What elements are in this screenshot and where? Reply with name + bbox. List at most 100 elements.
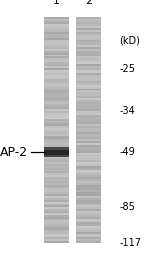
Bar [76, 149, 101, 151]
Bar [44, 107, 69, 109]
Bar [76, 170, 101, 172]
Bar [44, 87, 69, 88]
Bar [76, 22, 101, 24]
Bar [44, 233, 69, 236]
Text: AP-2: AP-2 [0, 146, 28, 159]
Bar [44, 185, 69, 187]
Bar [44, 230, 69, 232]
Bar [76, 198, 101, 200]
Bar [44, 115, 69, 117]
Bar [44, 128, 69, 130]
Text: -85: -85 [119, 202, 135, 212]
Bar [44, 36, 69, 38]
Bar [44, 130, 69, 132]
Bar [76, 217, 101, 219]
Bar [44, 158, 69, 160]
Bar [44, 37, 69, 40]
Text: 1: 1 [53, 0, 60, 6]
Bar [76, 135, 101, 138]
Bar [76, 32, 101, 34]
Bar [44, 32, 69, 34]
Bar [76, 58, 101, 60]
Bar [44, 170, 69, 172]
Bar [76, 230, 101, 232]
Bar [76, 211, 101, 213]
Bar [76, 213, 101, 215]
Bar [44, 17, 69, 243]
Text: -25: -25 [119, 64, 135, 74]
Bar [76, 192, 101, 194]
Bar [44, 151, 69, 153]
Bar [76, 185, 101, 187]
Bar [76, 102, 101, 103]
Bar [44, 68, 69, 70]
Bar [76, 203, 101, 205]
Bar [44, 126, 69, 128]
Bar [76, 100, 101, 102]
Bar [44, 141, 69, 143]
Bar [44, 24, 69, 26]
Bar [76, 233, 101, 236]
Bar [76, 79, 101, 81]
Bar [76, 141, 101, 143]
Bar [76, 154, 101, 156]
Bar [76, 21, 101, 23]
Bar [44, 160, 69, 162]
Bar [44, 88, 69, 90]
Bar [76, 83, 101, 85]
Bar [76, 188, 101, 190]
Bar [76, 220, 101, 222]
Bar [76, 236, 101, 237]
Bar [44, 226, 69, 228]
Bar [44, 22, 69, 24]
Bar [44, 90, 69, 92]
Bar [76, 130, 101, 132]
Bar [44, 186, 69, 188]
Bar [76, 37, 101, 40]
Bar [44, 75, 69, 77]
Bar [76, 151, 101, 153]
Bar [44, 17, 69, 19]
Bar [76, 96, 101, 98]
Bar [44, 213, 69, 215]
Bar [44, 132, 69, 134]
Bar [76, 26, 101, 28]
Bar [76, 73, 101, 75]
Bar [44, 138, 69, 139]
Bar [76, 88, 101, 90]
Bar [44, 147, 69, 149]
Bar [44, 79, 69, 81]
Bar [44, 122, 69, 124]
Bar [44, 236, 69, 237]
Bar [76, 222, 101, 224]
Bar [76, 64, 101, 66]
Bar [44, 168, 69, 170]
Bar [44, 49, 69, 51]
Bar [76, 186, 101, 188]
Bar [44, 119, 69, 121]
Bar [44, 232, 69, 234]
Bar [76, 202, 101, 204]
Text: -49: -49 [119, 147, 135, 157]
Bar [44, 196, 69, 198]
Bar [76, 81, 101, 83]
Bar [76, 175, 101, 177]
Bar [44, 150, 69, 155]
Bar [76, 87, 101, 88]
Bar [76, 19, 101, 21]
Bar [44, 92, 69, 94]
Bar [44, 111, 69, 113]
Bar [76, 117, 101, 119]
Bar [76, 72, 101, 73]
Bar [76, 177, 101, 179]
Text: -117: -117 [119, 238, 141, 248]
Bar [44, 162, 69, 164]
Bar [76, 160, 101, 162]
Bar [76, 75, 101, 77]
Bar [76, 241, 101, 243]
Bar [76, 17, 101, 19]
Bar [44, 188, 69, 190]
Bar [76, 153, 101, 154]
Bar [76, 147, 101, 149]
Bar [44, 198, 69, 200]
